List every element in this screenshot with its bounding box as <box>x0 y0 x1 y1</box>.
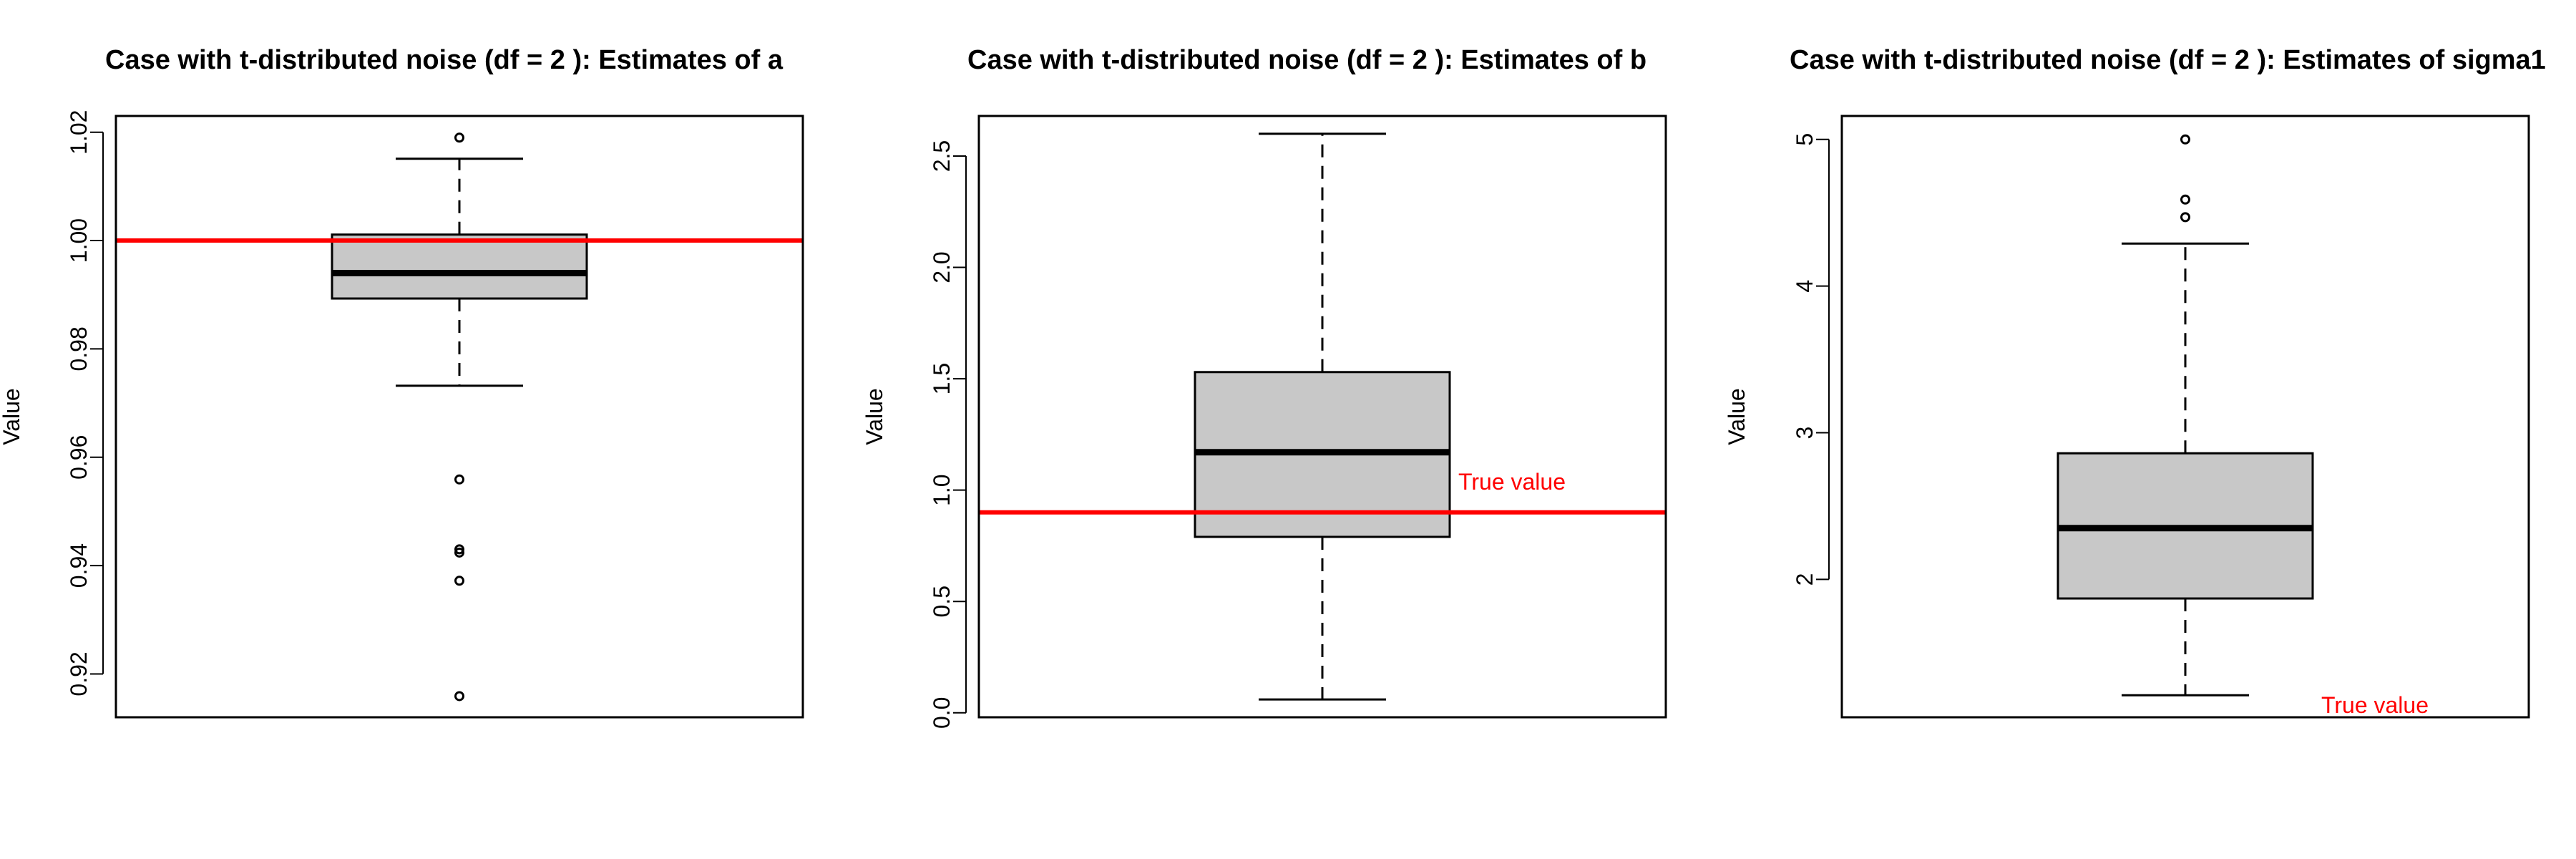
chart-title: Case with t-distributed noise (df = 2 ):… <box>967 45 1646 75</box>
y-tick-label: 0.96 <box>66 435 92 480</box>
y-tick-label: 2 <box>1792 573 1818 586</box>
y-tick-label: 1.00 <box>66 218 92 263</box>
y-tick-label: 4 <box>1792 280 1818 293</box>
y-tick-label: 0.0 <box>929 697 955 729</box>
y-axis-label: Value <box>862 388 887 445</box>
y-tick-label: 0.5 <box>929 586 955 617</box>
true-value-label: True value <box>2321 692 2429 718</box>
outlier-point <box>454 576 464 586</box>
true-value-label: True value <box>1458 469 1566 495</box>
outlier-point <box>454 544 464 555</box>
chart-title: Case with t-distributed noise (df = 2 ):… <box>1790 45 2546 75</box>
y-tick-label: 0.98 <box>66 326 92 371</box>
outlier-point <box>454 691 464 702</box>
outlier-point <box>2180 212 2190 223</box>
y-axis-label: Value <box>1724 388 1750 445</box>
outlier-point <box>2180 134 2190 145</box>
outlier-point <box>2180 194 2190 205</box>
plot-frame <box>1840 115 2530 719</box>
y-tick-label: 3 <box>1792 427 1818 440</box>
plot-frame <box>977 115 1667 719</box>
chart-panel-2: Case with t-distributed noise (df = 2 ):… <box>862 45 1667 729</box>
y-tick-label: 0.92 <box>66 651 92 696</box>
y-axis-label: Value <box>0 388 24 445</box>
y-tick-label: 1.5 <box>929 363 955 394</box>
outlier-point <box>454 132 464 143</box>
outlier-point <box>454 547 464 558</box>
y-tick-label: 2.5 <box>929 140 955 172</box>
chart-title: Case with t-distributed noise (df = 2 ):… <box>105 45 784 75</box>
y-tick-label: 1.02 <box>66 110 92 155</box>
plot-frame <box>114 115 804 719</box>
chart-panel-3: Case with t-distributed noise (df = 2 ):… <box>1724 45 2546 719</box>
y-tick-label: 2.0 <box>929 251 955 283</box>
y-tick-label: 5 <box>1792 133 1818 146</box>
chart-panel-1: Case with t-distributed noise (df = 2 ):… <box>0 45 804 719</box>
outlier-point <box>454 474 464 485</box>
y-tick-label: 0.94 <box>66 543 92 588</box>
iqr-box <box>331 233 588 300</box>
y-tick-label: 1.0 <box>929 474 955 505</box>
